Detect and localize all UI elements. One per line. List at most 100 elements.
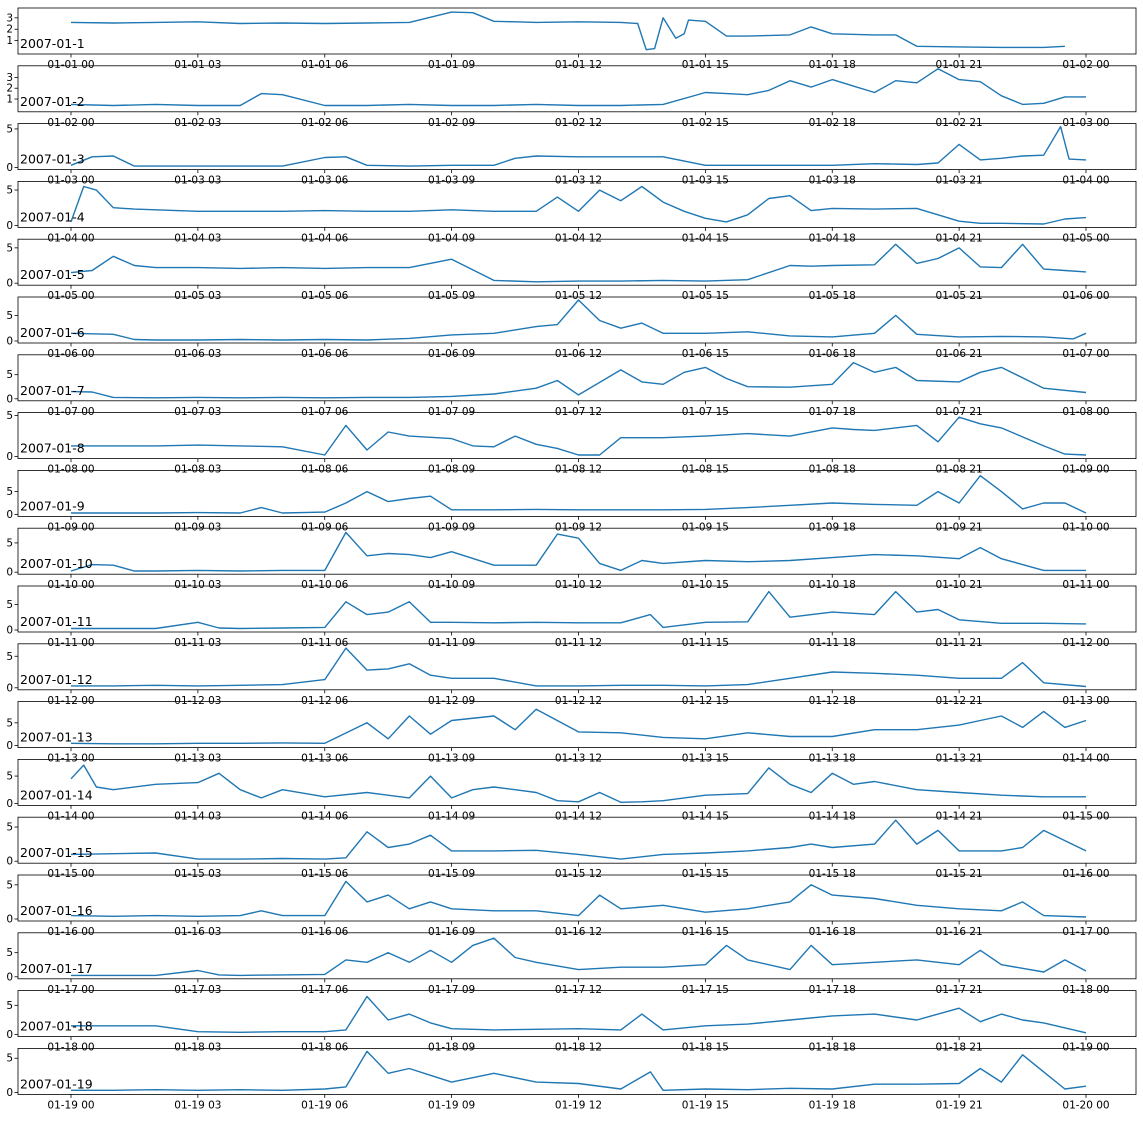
panel-10: 0 5 01-10 00 01-10 03 01-10 06 01-10 09 01-10 … [6,527,1137,591]
x-tick-label: 01-08 21 [936,464,983,476]
series-line [70,243,1087,283]
x-tick-label: 01-06 15 [682,348,729,360]
x-tick-label: 01-02 03 [174,117,221,129]
x-tick-label: 01-01 21 [936,59,983,71]
panel-frame [17,701,1137,748]
x-tick-label: 01-19 21 [936,1099,983,1111]
x-tick-label: 01-15 00 [47,868,94,880]
series-line [70,531,1086,572]
x-tick-label: 01-17 09 [428,984,475,996]
x-tick-label: 01-01 06 [301,59,349,71]
x-tick-label: 01-13 15 [682,753,729,765]
x-tick-label: 01-03 18 [809,175,856,187]
x-tick-label: 01-09 18 [809,521,856,533]
panel-17: 0 5 01-17 00 01-17 03 01-17 06 01-17 09 01-17 … [6,932,1137,996]
panel-date-label: 2007-01-16 [20,903,93,918]
x-tick-label: 01-01 18 [809,59,856,71]
x-tick-label: 01-10 03 [174,579,221,591]
panel-1: 123 01-01 00 01-01 03 01-01 06 01-01 09 01-01… [6,7,1137,71]
y-tick-label: 5 [6,947,13,959]
y-tick-label: 5 [6,1053,13,1065]
panel-frame [17,123,1137,170]
x-tick-label: 01-16 09 [428,926,475,938]
series-line [71,1050,1087,1091]
x-tick-label: 01-06 12 [555,348,602,360]
x-tick-label: 01-18 06 [301,1042,349,1054]
series-line [70,764,1086,803]
x-tick-label: 01-20 00 [1062,1099,1109,1111]
panel-frame [17,469,1137,517]
x-tick-label: 01-15 06 [301,868,349,880]
panel-frame [17,816,1137,864]
panel-date-label: 2007-01-15 [20,845,93,860]
x-tick-label: 01-04 06 [301,232,349,244]
x-tick-label: 01-06 00 [47,348,94,360]
x-tick-label: 01-17 18 [809,984,856,996]
series-line [70,185,1087,225]
y-tick-label: 0 [6,914,13,926]
series-line [70,68,1086,107]
panel-date-label: 2007-01-19 [20,1076,93,1091]
y-tick-label: 0 [6,856,13,868]
x-tick-label: 01-08 09 [428,464,475,476]
x-tick-label: 01-13 06 [301,753,349,765]
x-tick-label: 01-01 15 [682,59,729,71]
panel-16: 0 5 01-16 00 01-16 03 01-16 06 01-16 09 01-16 … [6,874,1137,938]
x-tick-label: 01-03 15 [682,175,729,187]
x-tick-label: 01-03 00 [47,175,94,187]
x-tick-label: 01-07 21 [936,406,983,418]
y-tick-label: 0 [6,682,13,694]
x-tick-label: 01-11 21 [936,637,983,649]
y-tick-label: 5 [6,879,13,891]
x-tick-label: 01-18 15 [682,1042,729,1054]
y-tick-label: 0 [6,567,13,579]
x-tick-label: 01-12 18 [809,695,856,707]
panel-date-label: 2007-01-10 [20,556,93,571]
x-tick-label: 01-08 18 [809,464,856,476]
x-tick-label: 01-09 12 [555,521,602,533]
panel-7: 0 5 01-07 00 01-07 03 01-07 06 01-07 09 01-07 … [6,354,1137,418]
x-tick-label: 01-04 09 [428,232,475,244]
x-tick-label: 01-18 03 [174,1042,221,1054]
x-tick-label: 01-19 15 [682,1099,729,1111]
x-tick-label: 01-16 03 [174,926,221,938]
panel-13: 0 5 01-13 00 01-13 03 01-13 06 01-13 09 01-13 … [6,701,1137,765]
x-tick-label: 01-13 21 [936,753,983,765]
x-tick-label: 01-02 00 [47,117,94,129]
panel-date-label: 2007-01-13 [20,730,93,745]
x-tick-label: 01-03 12 [555,175,602,187]
x-tick-label: 01-17 00 [1062,926,1109,938]
x-tick-label: 01-12 21 [936,695,983,707]
panel-frame [17,759,1137,806]
y-tick-label: 0 [6,220,13,232]
panel-date-label: 2007-01-3 [20,152,85,167]
x-tick-label: 01-06 09 [428,348,475,360]
x-tick-label: 01-16 21 [936,926,983,938]
panel-date-label: 2007-01-18 [20,1019,93,1034]
panel-date-label: 2007-01-2 [20,94,85,109]
x-tick-label: 01-14 12 [555,810,602,822]
x-tick-label: 01-09 06 [301,521,349,533]
x-tick-label: 01-08 03 [174,464,221,476]
panel-frame [17,65,1137,113]
x-tick-label: 01-14 21 [936,810,983,822]
panel-frame [17,7,1137,55]
panel-date-label: 2007-01-9 [20,498,85,513]
x-tick-label: 01-01 09 [428,59,475,71]
x-tick-label: 01-18 18 [809,1042,856,1054]
x-tick-label: 01-13 00 [47,753,94,765]
y-tick-label: 2 [6,83,13,95]
x-tick-label: 01-14 03 [174,810,221,822]
y-tick-label: 5 [6,185,13,197]
x-tick-label: 01-18 09 [428,1042,475,1054]
panel-date-label: 2007-01-5 [20,267,85,282]
x-tick-label: 01-05 09 [428,290,475,302]
x-tick-label: 01-05 00 [1062,232,1109,244]
x-tick-label: 01-11 06 [301,637,349,649]
x-tick-label: 01-10 00 [1062,521,1109,533]
y-tick-label: 1 [6,94,13,106]
x-tick-label: 01-18 12 [555,1042,602,1054]
y-tick-label: 5 [6,771,13,783]
x-tick-label: 01-01 00 [47,59,94,71]
